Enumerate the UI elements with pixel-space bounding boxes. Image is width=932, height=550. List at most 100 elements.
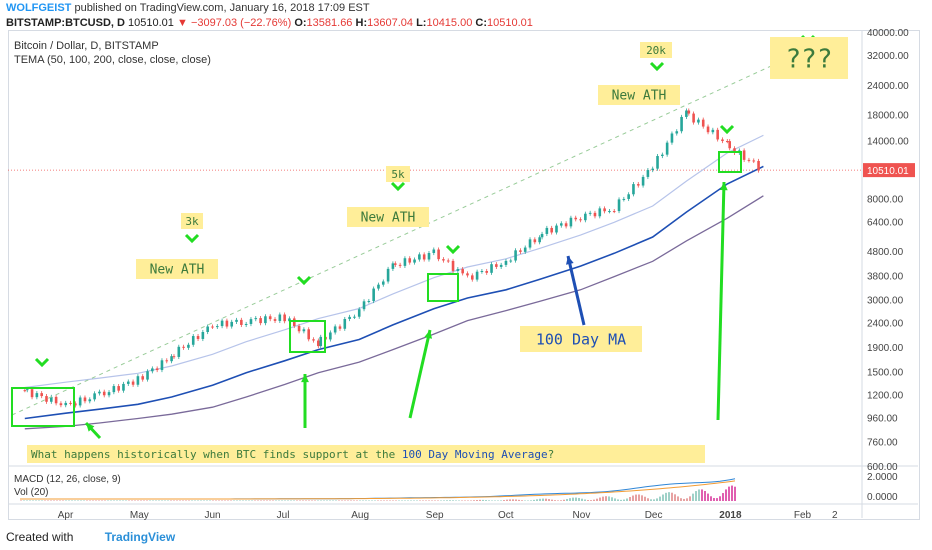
- price-20k-label: 20k: [646, 44, 666, 57]
- candle-body: [432, 249, 436, 254]
- ma-100-label: 100 Day MA: [536, 330, 626, 348]
- macd-hist-bar: [581, 498, 583, 501]
- time-tick: Jul: [277, 510, 290, 521]
- macd-hist-bar: [110, 500, 112, 501]
- price-tick: 3000.00: [867, 296, 904, 307]
- macd-hist-bar: [521, 500, 523, 501]
- candle-body: [574, 217, 578, 220]
- macd-hist-bar: [332, 500, 334, 501]
- candle-body: [480, 270, 484, 272]
- candle-body: [343, 319, 347, 329]
- candle-body: [40, 393, 43, 397]
- price-3k-label: 3k: [185, 215, 199, 228]
- macd-hist-bar: [305, 500, 307, 501]
- price-tick: 4800.00: [867, 247, 904, 258]
- macd-hist-bar: [395, 500, 397, 501]
- candle-body: [584, 213, 587, 221]
- candle-body: [569, 217, 573, 227]
- candle-body: [579, 219, 582, 221]
- macd-hist-bar: [623, 499, 625, 501]
- price-chart[interactable]: 40000.00 32000.00 24000.00 18000.00 14000.00…: [0, 0, 932, 530]
- price-tick: 1500.00: [867, 367, 904, 378]
- high-label: H:: [355, 17, 368, 29]
- macd-hist-bar: [494, 500, 496, 501]
- time-tick: Jun: [204, 510, 220, 521]
- macd-hist-bar: [425, 500, 427, 501]
- macd-hist-bar: [341, 500, 343, 501]
- tradingview-logo[interactable]: TradingView: [104, 530, 176, 544]
- candle-body: [386, 268, 390, 282]
- macd-hist-bar: [590, 500, 592, 501]
- macd-hist-bar: [440, 500, 442, 501]
- question-label: ???: [786, 44, 833, 74]
- up-arrow-head: [301, 374, 309, 383]
- close-value: 10510.01: [487, 17, 533, 29]
- macd-hist-bar: [701, 489, 703, 501]
- macd-hist-bar: [302, 500, 304, 501]
- price-tick: 3800.00: [867, 271, 904, 282]
- price-change: −3097.03 (−22.76%): [190, 17, 292, 29]
- candle-body: [45, 396, 48, 402]
- macd-hist-bar: [158, 500, 160, 501]
- candle-body: [64, 402, 68, 406]
- macd-hist-bar: [716, 498, 718, 501]
- candle-body: [292, 318, 296, 326]
- price-tick: 600.00: [867, 462, 898, 473]
- macd-hist-bar: [53, 500, 55, 501]
- macd-hist-bar: [500, 500, 502, 501]
- time-tick: Nov: [573, 510, 591, 521]
- macd-hist-bar: [167, 500, 169, 501]
- candle-body: [651, 168, 655, 171]
- macd-hist-bar: [221, 500, 223, 501]
- macd-hist-bar: [278, 500, 280, 501]
- macd-hist-bar: [380, 500, 382, 501]
- candle-body: [632, 184, 635, 195]
- macd-hist-bar: [458, 500, 460, 501]
- macd-hist-bar: [497, 500, 499, 501]
- macd-hist-bar: [86, 500, 88, 501]
- candle-body: [598, 208, 602, 217]
- candle-body: [687, 110, 691, 114]
- candle-body: [470, 275, 474, 280]
- macd-hist-bar: [347, 500, 349, 501]
- macd-hist-bar: [659, 496, 661, 501]
- candle-body: [141, 376, 145, 380]
- macd-hist-bar: [68, 500, 70, 501]
- macd-hist-bar: [248, 500, 250, 501]
- macd-hist-bar: [473, 500, 475, 501]
- macd-hist-bar: [284, 500, 286, 501]
- macd-hist-bar: [731, 485, 733, 501]
- author-link[interactable]: WOLFGEIST: [6, 2, 72, 14]
- macd-hist-bar: [320, 500, 322, 501]
- chevron-down-icon: [719, 124, 735, 135]
- candle-body: [603, 208, 606, 212]
- macd-hist-bar: [179, 500, 181, 501]
- candle-body: [593, 212, 597, 217]
- candle-body: [656, 156, 659, 169]
- up-arrow: [408, 329, 432, 419]
- candle-body: [475, 271, 479, 280]
- macd-hist-bar: [668, 492, 670, 501]
- new-ath-label-bg: [347, 207, 429, 227]
- macd-hist-bar: [428, 500, 430, 501]
- price-tick: 6400.00: [867, 217, 904, 228]
- chart-frame[interactable]: [8, 30, 920, 520]
- time-tick: Dec: [645, 510, 663, 521]
- chevron-down-icon: [390, 181, 406, 192]
- macd-hist-bar: [410, 500, 412, 501]
- macd-hist-bar: [533, 499, 535, 501]
- macd-hist-bar: [299, 500, 301, 501]
- macd-hist-bar: [641, 495, 643, 501]
- macd-hist-bar: [173, 500, 175, 501]
- macd-hist-bar: [26, 500, 28, 501]
- candle-body: [427, 253, 431, 260]
- macd-hist-bar: [146, 500, 148, 501]
- macd-hist-bar: [128, 500, 130, 501]
- candle-body: [418, 254, 421, 260]
- macd-hist-bar: [95, 500, 97, 501]
- macd-hist-bar: [107, 500, 109, 501]
- bottom-banner-text: What happens historically when BTC finds…: [31, 448, 554, 461]
- macd-hist-bar: [77, 500, 79, 501]
- macd-hist-bar: [59, 500, 61, 501]
- candle-body: [151, 368, 154, 372]
